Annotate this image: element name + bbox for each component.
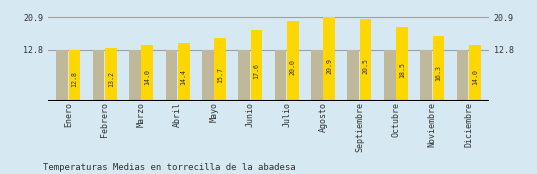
Text: 14.4: 14.4 <box>181 69 187 85</box>
Bar <box>287 21 299 101</box>
Text: 17.6: 17.6 <box>253 63 259 79</box>
Bar <box>384 50 396 101</box>
Text: 15.7: 15.7 <box>217 66 223 82</box>
Bar <box>469 45 481 101</box>
Bar <box>93 50 104 101</box>
Bar <box>165 50 177 101</box>
Text: 16.3: 16.3 <box>436 65 441 81</box>
Bar <box>251 30 262 101</box>
Bar <box>347 50 359 101</box>
Bar <box>238 50 250 101</box>
Bar <box>433 36 444 101</box>
Text: 20.5: 20.5 <box>362 58 369 74</box>
Text: 18.5: 18.5 <box>399 62 405 78</box>
Bar <box>129 50 141 101</box>
Text: 12.8: 12.8 <box>71 71 77 87</box>
Bar <box>311 50 323 101</box>
Bar <box>396 27 408 101</box>
Bar <box>323 17 335 101</box>
Text: 14.0: 14.0 <box>144 69 150 85</box>
Bar <box>105 48 117 101</box>
Text: 20.9: 20.9 <box>326 58 332 74</box>
Text: 20.0: 20.0 <box>290 59 296 75</box>
Text: Temperaturas Medias en torrecilla de la abadesa: Temperaturas Medias en torrecilla de la … <box>43 163 295 172</box>
Bar <box>360 19 372 101</box>
Bar <box>141 45 153 101</box>
Bar <box>56 50 68 101</box>
Bar <box>178 43 190 101</box>
Bar <box>420 50 432 101</box>
Text: 14.0: 14.0 <box>472 69 478 85</box>
Text: 13.2: 13.2 <box>108 71 114 87</box>
Bar <box>275 50 286 101</box>
Bar <box>456 50 468 101</box>
Bar <box>202 50 214 101</box>
Bar <box>214 38 226 101</box>
Bar <box>69 50 81 101</box>
